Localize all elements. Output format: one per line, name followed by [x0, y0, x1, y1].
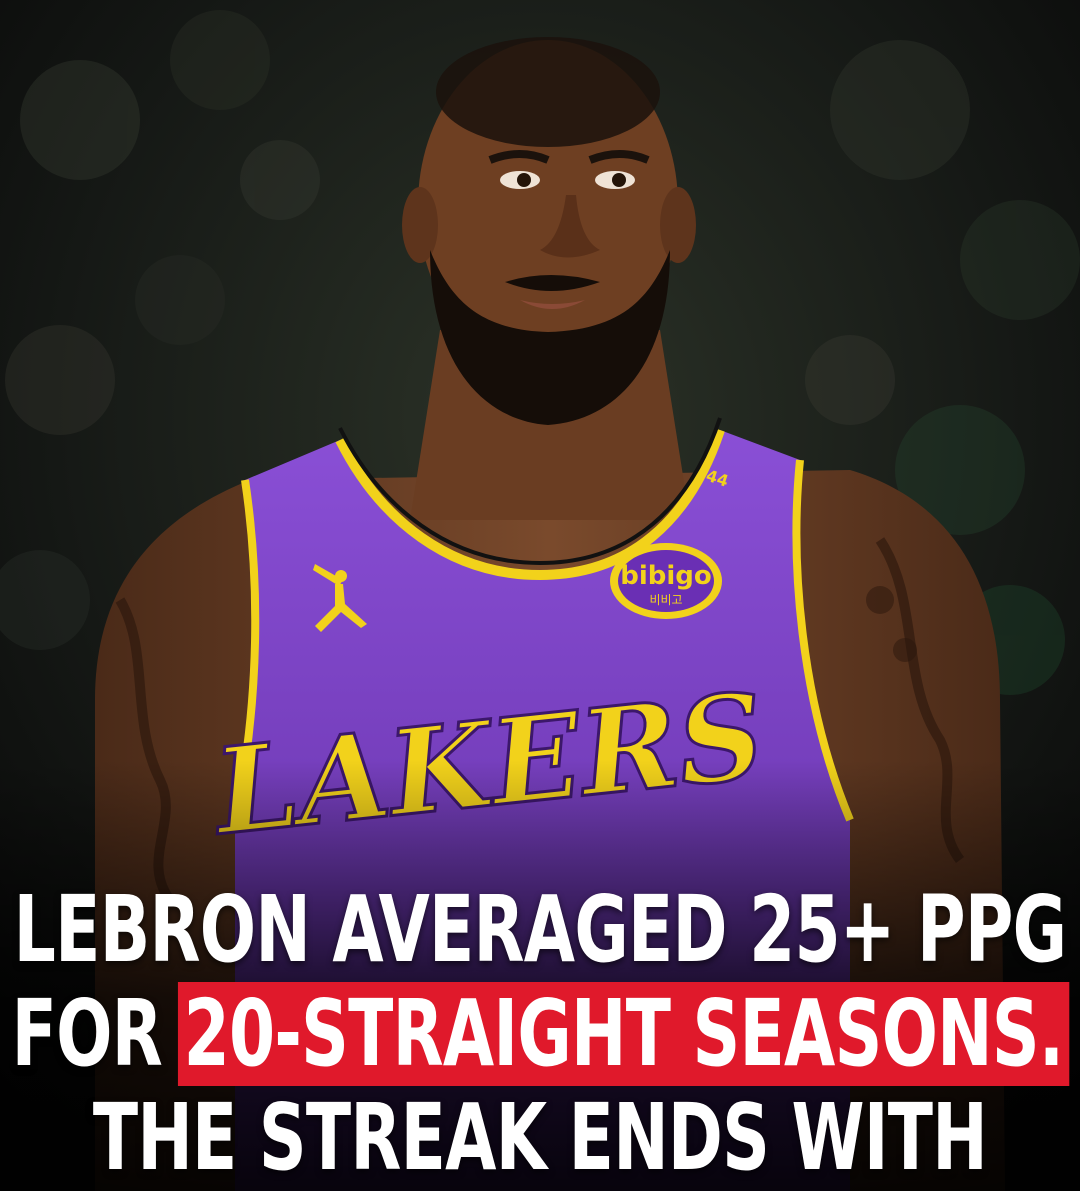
headline-line-2-prefix: FOR — [11, 980, 162, 1087]
headline-line-1: LEBRON AVERAGED 25+ PPG — [14, 878, 1067, 982]
headline-line-2: FOR 20-STRAIGHT SEASONS. — [11, 980, 1069, 1087]
headline-highlight: 20-STRAIGHT SEASONS. — [177, 982, 1069, 1086]
caption-fade — [0, 760, 1080, 1191]
headline-line-3-text: THE STREAK ENDS WITH — [92, 1084, 988, 1191]
beard — [430, 250, 670, 425]
headline-line-3: THE STREAK ENDS WITH — [92, 1084, 988, 1191]
sponsor-patch: bibigo 비비고 — [610, 543, 722, 619]
crowd-blur — [0, 10, 1080, 695]
headline-line-1-text: LEBRON AVERAGED 25+ PPG — [13, 876, 1067, 983]
jumpman-logo — [313, 564, 367, 632]
patch-subtext: 비비고 — [649, 593, 682, 607]
headline: LEBRON AVERAGED 25+ PPG FOR 20-STRAIGHT … — [0, 878, 1080, 1191]
patch-text: bibigo — [620, 561, 712, 591]
